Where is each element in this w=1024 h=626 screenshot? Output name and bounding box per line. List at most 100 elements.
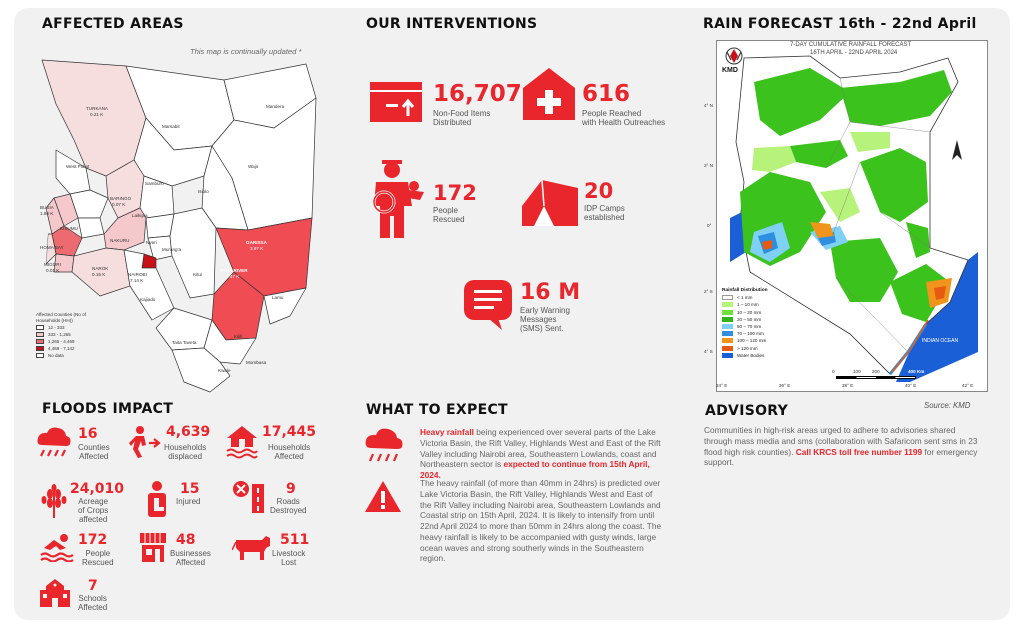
map-label-nyeri: Nyeri bbox=[146, 240, 157, 245]
rain-source: Source: KMD bbox=[924, 401, 971, 410]
advisory-text: Communities in high-risk areas urged to … bbox=[704, 425, 978, 457]
businesses-label-line2: Affected bbox=[175, 558, 206, 568]
livestock-count: 511 bbox=[280, 532, 310, 548]
idp-label: IDP Camps established bbox=[584, 204, 625, 222]
floods-impact-title: FLOODS IMPACT bbox=[42, 401, 174, 417]
rain-legend-swatch bbox=[722, 323, 733, 329]
rain-legend-swatch bbox=[722, 295, 733, 301]
rain-legend-label: 1 – 10 mm bbox=[737, 302, 759, 308]
rain-legend-item: 10 – 20 mm bbox=[722, 309, 792, 315]
cow-icon bbox=[232, 536, 270, 560]
lat-label-4n: 4° N bbox=[704, 103, 713, 108]
legend-label: 1,265 - 4,469 bbox=[48, 339, 75, 344]
rain-legend-item: < 1 mm bbox=[722, 295, 792, 301]
rain-legend-label: 10 – 20 mm bbox=[737, 309, 762, 315]
health-label-line1: People Reached bbox=[582, 109, 642, 118]
interventions-title: OUR INTERVENTIONS bbox=[366, 16, 538, 32]
businesses-label: Businesses Affected bbox=[170, 549, 211, 567]
north-arrow-icon bbox=[952, 140, 962, 160]
school-icon bbox=[40, 579, 70, 607]
map-label-narok-value: 0.15 K bbox=[92, 272, 106, 277]
nfi-count: 16,707 bbox=[433, 81, 522, 107]
counties-label: Counties Affected bbox=[78, 443, 110, 461]
schools-label: Schools Affected bbox=[78, 594, 107, 612]
legend-swatch bbox=[36, 325, 44, 330]
map-update-note: This map is continually updated * bbox=[190, 47, 302, 56]
injured-icon bbox=[148, 481, 166, 517]
kmd-logo-text: KMD bbox=[722, 67, 738, 74]
map-label-busia-value: 1.86 K bbox=[40, 211, 54, 216]
map-label-nairobi: NAIROBI bbox=[128, 272, 147, 277]
map-label-homa-bay: HOMA BAY bbox=[40, 245, 64, 250]
affected-areas-title: AFFECTED AREAS bbox=[42, 16, 184, 32]
displaced-person-icon bbox=[129, 426, 161, 458]
heavy-rain-icon bbox=[365, 428, 403, 462]
box-icon bbox=[370, 82, 422, 122]
rain-legend-item: 20 – 50 mm bbox=[722, 316, 792, 322]
rain-cloud-icon bbox=[37, 427, 71, 457]
rain-legend-item: Water Bodies bbox=[722, 352, 792, 358]
kmd-logo-icon bbox=[725, 47, 743, 65]
lat-label-2s: 2° S bbox=[704, 289, 713, 294]
lon-label-42e: 42° E bbox=[962, 383, 974, 388]
map-label-kilifi: Kilifi bbox=[234, 334, 243, 339]
map-label-migori-value: 0.01 K bbox=[46, 268, 60, 273]
sms-label-line1: Early Warning bbox=[520, 306, 570, 315]
legend-swatch bbox=[36, 346, 44, 351]
flooded-house-icon bbox=[226, 426, 258, 459]
people-rescued-label-line1: People bbox=[85, 549, 111, 558]
map-label-mombasa: Mombasa bbox=[246, 360, 267, 365]
map-label-nakuru: NAKURU bbox=[110, 238, 130, 243]
indian-ocean-label: INDIAN OCEAN bbox=[922, 338, 959, 344]
map-label-narok: NAROK bbox=[92, 266, 109, 271]
map-label-isiolo: Isiolo bbox=[198, 189, 209, 194]
crops-label-line2: of Crops bbox=[78, 506, 109, 516]
map-label-garissa-value: 3.97 K bbox=[250, 246, 264, 251]
businesses-label-line1: Businesses bbox=[170, 549, 211, 558]
map-label-tana-river-value: 4.47 K bbox=[226, 274, 240, 279]
shop-icon bbox=[140, 533, 166, 562]
map-label-west-pokot: West Pokot bbox=[66, 164, 90, 169]
road-icon bbox=[233, 481, 264, 513]
lon-label-38e: 38° E bbox=[842, 383, 854, 388]
lon-label-34e: 34° E bbox=[716, 383, 728, 388]
nfi-label-line2: Distributed bbox=[433, 118, 472, 128]
crops-count: 24,010 bbox=[70, 481, 125, 497]
livestock-label-line1: Livestock bbox=[272, 549, 306, 558]
schools-label-line1: Schools bbox=[78, 594, 107, 603]
rain-legend-swatch bbox=[722, 302, 733, 308]
health-count: 616 bbox=[582, 81, 631, 107]
message-icon bbox=[464, 280, 512, 330]
map-label-baringo: BARINGO bbox=[110, 196, 132, 201]
advisory-title: ADVISORY bbox=[705, 403, 789, 419]
scale-bar bbox=[836, 376, 916, 379]
map-label-garissa: GARISSA bbox=[246, 240, 267, 245]
idp-label-line2: established bbox=[584, 213, 625, 223]
rescued-label-line2: Rescued bbox=[433, 215, 465, 225]
nfi-label-line1: Non-Food Items bbox=[433, 109, 491, 118]
people-rescued-label: People Rescued bbox=[82, 549, 114, 567]
sms-label-line2: Messages bbox=[520, 315, 557, 325]
businesses-count: 48 bbox=[176, 532, 196, 548]
legend-item: 12 - 333 bbox=[36, 325, 96, 330]
map-label-kitui: Kitui bbox=[193, 272, 202, 277]
rain-legend-title: Rainfall Distribution bbox=[722, 288, 768, 293]
swimmer-icon bbox=[40, 534, 74, 562]
livestock-label: Livestock Lost bbox=[272, 549, 305, 567]
legend-label: 4,469 - 7,142 bbox=[48, 346, 75, 351]
map-label-wajir: Wajir bbox=[248, 164, 259, 169]
sms-label-line3: (SMS) Sent. bbox=[520, 324, 564, 334]
what-to-expect-title: WHAT TO EXPECT bbox=[366, 402, 508, 418]
counties-label-line2: Affected bbox=[79, 452, 109, 462]
rain-legend-item: 70 – 100 mm bbox=[722, 331, 792, 337]
legend-swatch bbox=[36, 332, 44, 337]
legend-title: Affected Counties (No of Households (HH)… bbox=[36, 312, 86, 323]
map-label-turkana: TURKANA bbox=[86, 106, 108, 111]
schools-label-line2: Affected bbox=[78, 603, 108, 613]
crops-label: Acreage of Crops affected bbox=[78, 497, 108, 525]
scale-label-400: 400 Km bbox=[908, 369, 925, 374]
rain-map-header-1: 7-DAY CUMULATIVE RAINFALL FORECAST bbox=[790, 42, 912, 48]
heavy-rainfall-highlight: Heavy rainfall bbox=[420, 427, 474, 437]
rain-legend-label: Water Bodies bbox=[737, 352, 765, 358]
map-label-samburu: Samburu bbox=[145, 181, 164, 186]
